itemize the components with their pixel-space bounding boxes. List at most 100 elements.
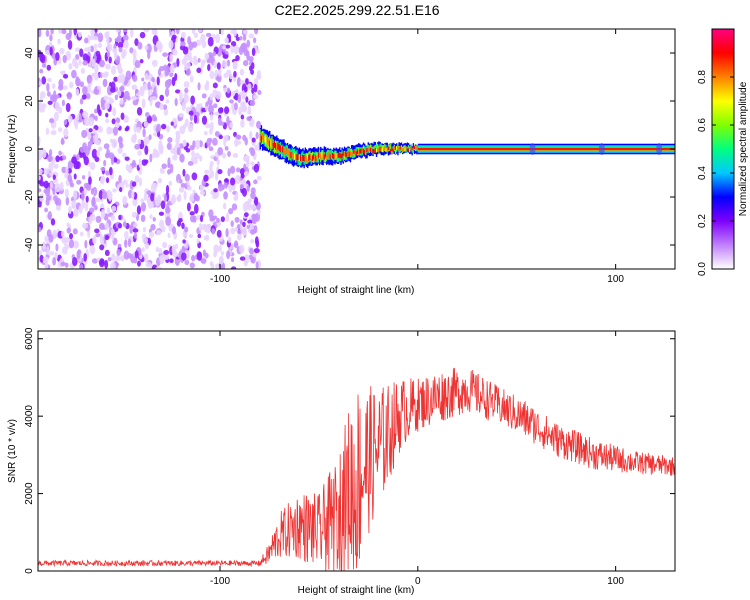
noise-blob	[111, 232, 115, 242]
noise-blob	[116, 34, 122, 43]
transition-cell	[335, 153, 337, 159]
transition-cell	[270, 139, 272, 147]
noise-blob	[195, 139, 201, 150]
transition-cell	[374, 147, 377, 152]
noise-blob	[75, 77, 81, 87]
noise-blob	[172, 154, 178, 161]
noise-blob	[167, 136, 173, 143]
transition-cell	[260, 135, 263, 143]
noise-blob	[61, 230, 65, 238]
noise-blob	[149, 153, 153, 163]
noise-blob	[72, 228, 78, 235]
noise-blob	[72, 190, 78, 200]
noise-blob	[218, 68, 222, 77]
transition-cell	[339, 152, 341, 158]
noise-blob	[213, 244, 220, 254]
noise-blob	[226, 87, 231, 94]
noise-blob	[53, 163, 59, 169]
noise-blob	[235, 140, 242, 145]
snr-x-axis-label: Height of straight line (km)	[298, 585, 415, 596]
noise-blob	[82, 110, 88, 119]
noise-blob	[193, 114, 198, 124]
snr-series-line	[38, 367, 675, 571]
noise-blob	[72, 256, 78, 267]
noise-blob	[65, 32, 72, 41]
noise-blob	[185, 68, 191, 76]
transition-cell	[378, 148, 380, 153]
noise-blob	[79, 146, 85, 153]
noise-blob	[66, 222, 71, 228]
noise-blob	[83, 182, 90, 189]
noise-blob	[113, 76, 118, 82]
transition-cell	[386, 147, 388, 152]
noise-blob	[169, 163, 174, 174]
transition-cell	[264, 135, 266, 143]
noise-blob	[142, 127, 146, 138]
noise-blob	[250, 204, 257, 211]
noise-blob	[167, 157, 171, 167]
transition-cell	[400, 147, 403, 151]
transition-cell	[365, 148, 367, 153]
noise-blob	[140, 202, 147, 212]
noise-blob	[187, 160, 194, 166]
noise-blob	[164, 87, 170, 97]
noise-blob	[217, 168, 223, 175]
noise-blob	[256, 175, 262, 181]
noise-blob	[256, 120, 261, 129]
colorbar-ticks: 0.0 0.2 0.4 0.6 0.8	[697, 70, 734, 276]
noise-blob	[245, 96, 249, 103]
spectrogram-ytick-label: -20	[24, 189, 35, 204]
transition-cell	[371, 146, 373, 151]
noise-blob	[250, 69, 255, 75]
noise-blob	[134, 38, 139, 47]
noise-blob	[149, 96, 153, 107]
noise-blob	[163, 193, 168, 203]
noise-blob	[44, 207, 49, 213]
noise-blob	[38, 188, 42, 193]
noise-blob	[52, 174, 56, 180]
transition-cell	[409, 149, 411, 153]
noise-blob	[219, 107, 224, 113]
transition-cell	[415, 146, 417, 150]
noise-blob	[92, 128, 96, 134]
noise-blob	[197, 233, 202, 239]
noise-blob	[61, 137, 65, 145]
noise-blob	[199, 214, 204, 223]
noise-blob	[159, 219, 165, 229]
snr-ytick-label: 2000	[24, 482, 35, 505]
noise-blob	[67, 160, 73, 171]
noise-blob	[151, 114, 157, 122]
snr-frame	[37, 330, 676, 572]
noise-blob	[89, 45, 95, 53]
noise-blob	[174, 73, 178, 81]
transition-cell	[355, 146, 358, 156]
transition-cell	[341, 153, 343, 159]
noise-blob	[110, 214, 116, 221]
noise-blob	[123, 39, 129, 49]
noise-blob	[229, 99, 234, 104]
snr-ytick-label: 0	[24, 568, 35, 574]
noise-blob	[191, 41, 198, 48]
transition-cell	[276, 144, 278, 152]
noise-blob	[249, 99, 256, 107]
noise-blob	[80, 191, 85, 201]
noise-blob	[49, 118, 55, 124]
noise-blob	[123, 114, 129, 123]
noise-blob	[170, 147, 176, 154]
noise-blob	[168, 180, 173, 186]
noise-blob	[47, 100, 53, 105]
noise-blob	[44, 189, 51, 197]
transition-cell	[359, 149, 361, 154]
noise-blob	[223, 87, 228, 93]
noise-blob	[139, 31, 146, 39]
noise-blob	[181, 252, 187, 261]
carrier-spot	[529, 143, 536, 155]
noise-blob	[198, 103, 203, 108]
noise-blob	[146, 190, 152, 195]
noise-blob	[180, 41, 186, 47]
noise-blob	[81, 199, 86, 209]
noise-blob	[178, 113, 185, 118]
noise-blob	[106, 43, 113, 52]
transition-cell	[404, 148, 406, 152]
